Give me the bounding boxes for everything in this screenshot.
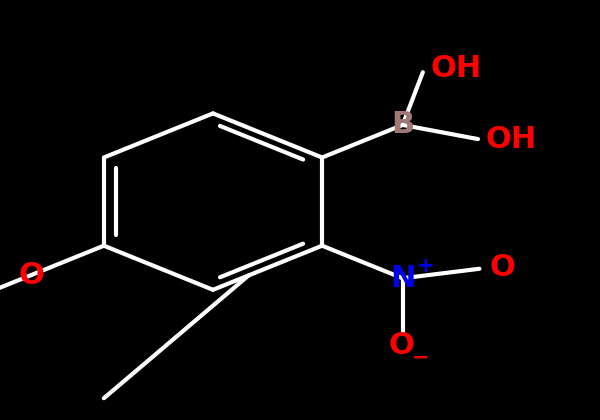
Text: +: + [416,256,434,276]
Text: O: O [18,260,44,290]
Text: −: − [412,347,430,367]
Text: O: O [389,331,415,360]
Text: O: O [490,253,515,282]
Text: OH: OH [430,53,481,82]
Text: OH: OH [485,125,536,154]
Text: B: B [391,110,414,139]
Text: N: N [390,264,415,293]
